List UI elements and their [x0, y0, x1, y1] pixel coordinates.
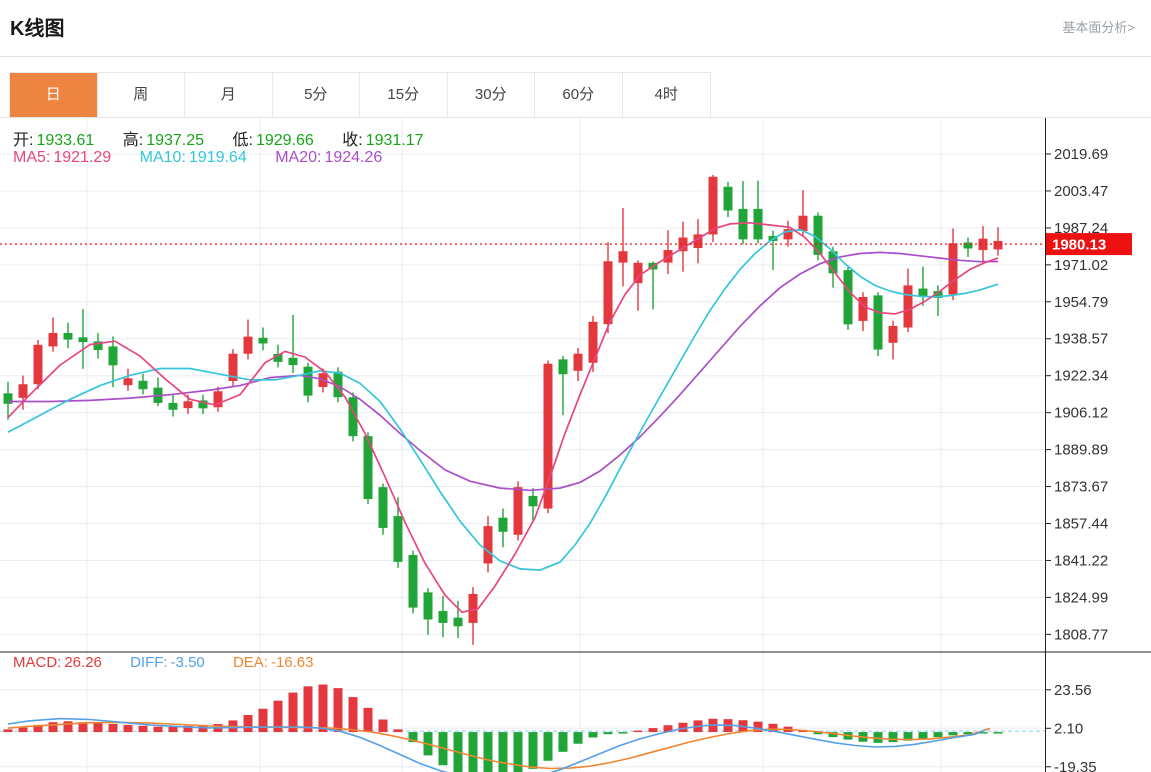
ohlc-legend: 开: 1933.61 高: 1937.25 低: 1929.66 收: 1931.17: [13, 126, 448, 150]
macd-legend: MACD: 26.26 DIFF: -3.50 DEA: -16.63: [13, 654, 338, 671]
high-label: 高:: [122, 132, 144, 149]
tab-15min[interactable]: 15分: [360, 73, 448, 117]
tab-30min[interactable]: 30分: [447, 73, 535, 117]
price-badge: 1980.13: [1046, 233, 1132, 256]
ma5-legend: MA5: 1921.29: [13, 149, 112, 166]
high-value: 1937.25: [146, 132, 205, 149]
kline-chart: 1980.13 2019.69 2003.47 1987.24 1971.02 1954.…: [0, 117, 1151, 772]
ma-lines: [7, 221, 999, 614]
candles: [3, 174, 1003, 645]
macd-value-legend: MACD: 26.26: [13, 654, 102, 671]
svg-text:1980.13: 1980.13: [1052, 237, 1106, 254]
svg-text:1873.67: 1873.67: [1054, 479, 1108, 496]
ohlc-high: 高: 1937.25: [123, 132, 204, 149]
ohlc-low: 低: 1929.66: [233, 132, 314, 149]
ma-legend: MA5: 1921.29 MA10: 1919.64 MA20: 1924.26: [13, 149, 406, 167]
svg-text:1841.22: 1841.22: [1054, 552, 1108, 569]
svg-text:1971.02: 1971.02: [1054, 257, 1108, 274]
close-value: 1931.17: [365, 132, 424, 149]
low-value: 1929.66: [255, 132, 314, 149]
svg-text:-19.35: -19.35: [1054, 759, 1097, 772]
page-title: K线图: [10, 18, 65, 40]
svg-text:1857.44: 1857.44: [1054, 516, 1108, 533]
diff-value-legend: DIFF: -3.50: [130, 654, 205, 671]
header-divider: [0, 56, 1151, 57]
open-label: 开:: [13, 132, 34, 149]
svg-text:1938.57: 1938.57: [1054, 331, 1108, 348]
ma5-line: [7, 221, 999, 614]
fundamental-analysis-link[interactable]: 基本面分析>: [1062, 20, 1135, 35]
ma20-line: [8, 251, 999, 492]
interval-tabbar: 日 周 月 5分 15分 30分 60分 4时: [9, 72, 711, 117]
svg-text:2.10: 2.10: [1054, 720, 1083, 737]
dea-line: [7, 721, 991, 770]
tab-4hour[interactable]: 4时: [622, 73, 710, 117]
close-label: 收:: [342, 132, 363, 149]
svg-text:1808.77: 1808.77: [1054, 626, 1108, 643]
diff-line: [7, 717, 986, 772]
ma20-legend: MA20: 1924.26: [275, 149, 383, 166]
svg-text:1954.79: 1954.79: [1054, 294, 1108, 311]
svg-text:1987.24: 1987.24: [1054, 220, 1108, 237]
tab-day[interactable]: 日: [10, 73, 98, 117]
open-value: 1933.61: [36, 132, 95, 149]
ohlc-close: 收: 1931.17: [342, 132, 423, 149]
ma10-legend: MA10: 1919.64: [139, 149, 247, 166]
svg-text:1922.34: 1922.34: [1054, 368, 1108, 385]
ohlc-open: 开: 1933.61: [13, 132, 94, 149]
gridlines: [0, 118, 1045, 772]
svg-text:1889.89: 1889.89: [1054, 442, 1108, 459]
chart-canvas[interactable]: 1980.13 2019.69 2003.47 1987.24 1971.02 1954.…: [0, 118, 1151, 772]
svg-text:2003.47: 2003.47: [1054, 183, 1108, 200]
tab-60min[interactable]: 60分: [535, 73, 623, 117]
tab-week[interactable]: 周: [97, 73, 185, 117]
ma10-line: [7, 228, 999, 571]
svg-text:1824.99: 1824.99: [1054, 589, 1108, 606]
axis-frame: [0, 118, 1151, 772]
tab-5min[interactable]: 5分: [272, 73, 360, 117]
dea-value-legend: DEA: -16.63: [232, 654, 314, 671]
svg-text:23.56: 23.56: [1054, 682, 1092, 699]
svg-text:1906.12: 1906.12: [1054, 405, 1108, 422]
macd-panel: [0, 684, 1045, 772]
svg-text:2019.69: 2019.69: [1054, 146, 1108, 163]
low-label: 低:: [232, 132, 253, 149]
y-axis-labels: 2019.69 2003.47 1987.24 1971.02 1954.79 1938.…: [1045, 146, 1108, 772]
tab-month[interactable]: 月: [185, 73, 273, 117]
